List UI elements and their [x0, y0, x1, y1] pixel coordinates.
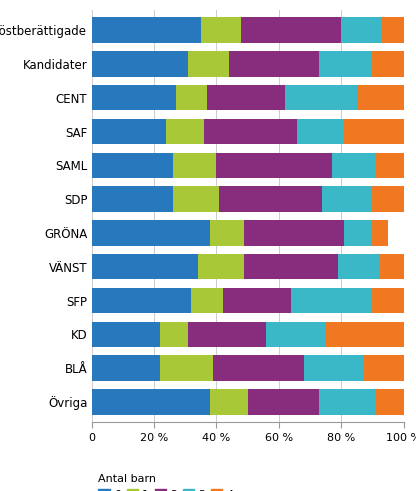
Bar — [372, 220, 388, 246]
Bar — [322, 187, 372, 212]
Bar — [376, 153, 404, 178]
Bar — [204, 119, 297, 144]
Bar — [216, 153, 332, 178]
Bar — [372, 51, 404, 77]
Bar — [297, 119, 344, 144]
Bar — [210, 389, 248, 415]
Bar — [248, 389, 319, 415]
Bar — [304, 355, 363, 381]
Bar — [210, 220, 245, 246]
Bar — [92, 17, 201, 43]
Bar — [229, 51, 319, 77]
Bar — [166, 119, 204, 144]
Bar — [291, 288, 372, 313]
Bar — [160, 355, 213, 381]
Bar — [341, 17, 382, 43]
Bar — [344, 119, 404, 144]
Bar — [188, 51, 229, 77]
Bar — [92, 85, 176, 110]
Bar — [160, 322, 188, 347]
Bar — [92, 254, 198, 279]
Bar — [245, 254, 338, 279]
Bar — [92, 153, 173, 178]
Bar — [198, 254, 245, 279]
Bar — [92, 51, 188, 77]
Bar — [241, 17, 341, 43]
Bar — [363, 355, 404, 381]
Bar — [201, 17, 241, 43]
Bar — [319, 51, 372, 77]
Bar — [92, 389, 210, 415]
Bar — [223, 288, 291, 313]
Bar — [266, 322, 325, 347]
Bar — [220, 187, 322, 212]
Bar — [376, 389, 404, 415]
Bar — [207, 85, 285, 110]
Bar — [325, 322, 404, 347]
Bar — [92, 220, 210, 246]
Bar — [379, 254, 404, 279]
Bar — [319, 389, 376, 415]
Bar — [191, 288, 223, 313]
Bar — [332, 153, 376, 178]
Bar — [372, 288, 404, 313]
Bar — [176, 85, 207, 110]
Bar — [173, 153, 216, 178]
Legend: 0, 1, 2, 3, 4+: 0, 1, 2, 3, 4+ — [94, 469, 248, 491]
Bar — [92, 288, 191, 313]
Bar — [338, 254, 379, 279]
Bar — [245, 220, 344, 246]
Bar — [213, 355, 304, 381]
Bar — [357, 85, 404, 110]
Bar — [92, 355, 160, 381]
Bar — [382, 17, 404, 43]
Bar — [92, 119, 166, 144]
Bar — [173, 187, 220, 212]
Bar — [92, 187, 173, 212]
Bar — [344, 220, 372, 246]
Bar — [372, 187, 404, 212]
Bar — [285, 85, 357, 110]
Bar — [188, 322, 266, 347]
Bar — [92, 322, 160, 347]
